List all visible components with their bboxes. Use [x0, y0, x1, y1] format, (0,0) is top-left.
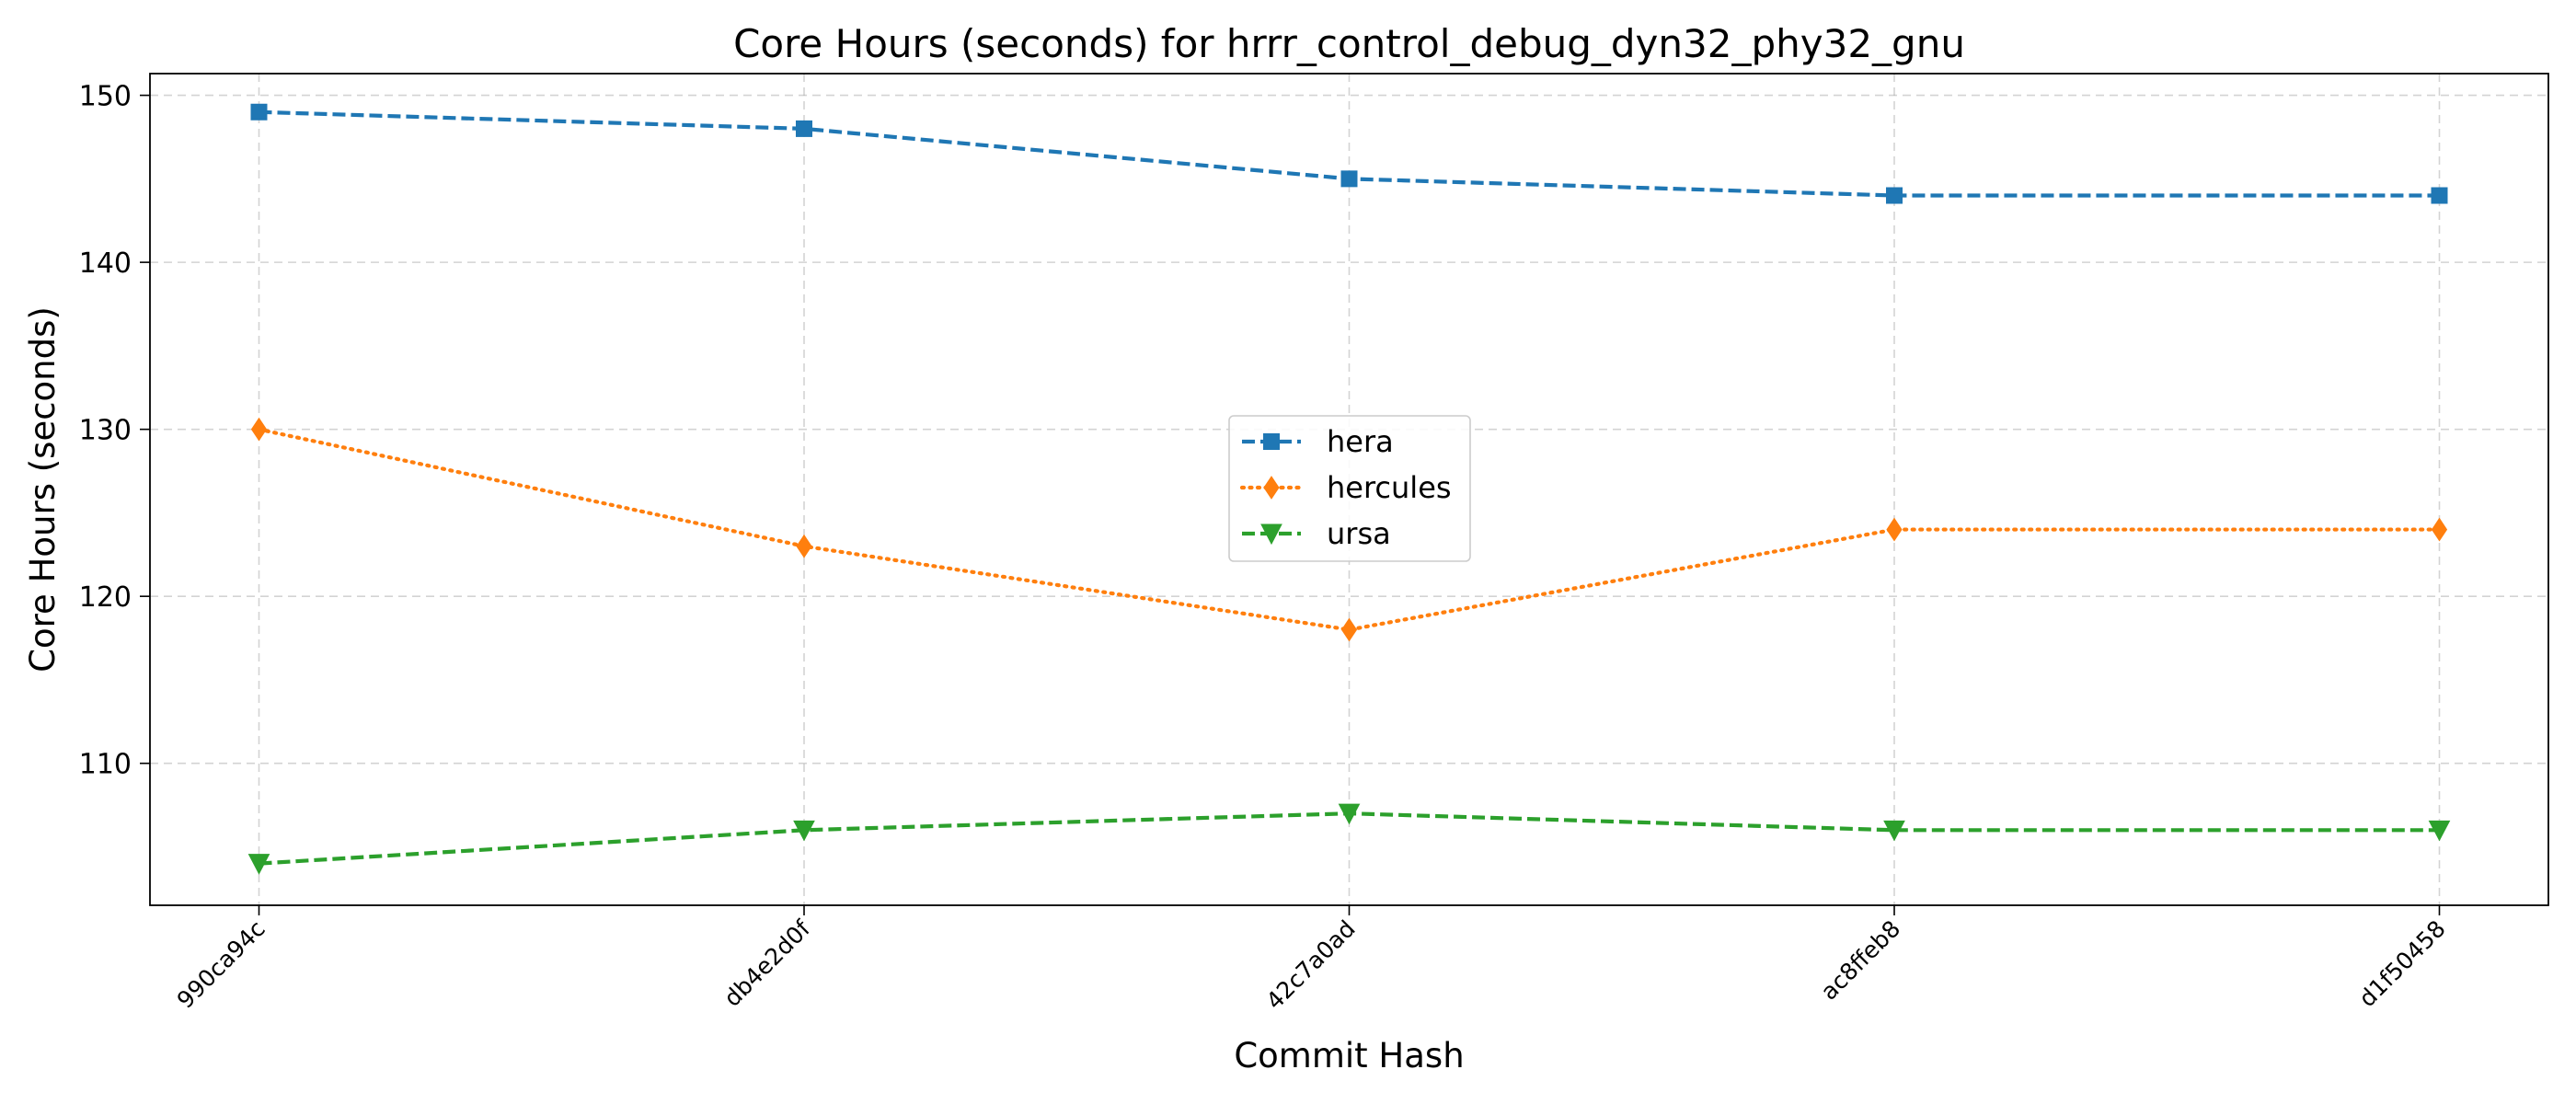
- data-point-marker: [1260, 523, 1282, 546]
- data-point-marker: [2431, 187, 2448, 204]
- data-point-marker: [2428, 820, 2451, 842]
- data-point-marker: [793, 820, 815, 842]
- data-point-marker: [2431, 517, 2448, 542]
- data-point-marker: [247, 854, 270, 875]
- legend-label: hercules: [1327, 470, 1452, 505]
- chart-title: Core Hours (seconds) for hrrr_control_de…: [733, 21, 1965, 66]
- data-point-marker: [1263, 433, 1280, 450]
- data-point-marker: [796, 534, 812, 558]
- series-ursa: [247, 803, 2451, 875]
- data-point-marker: [1886, 517, 1903, 542]
- y-tick-label: 150: [79, 81, 132, 113]
- legend-label: ursa: [1327, 516, 1391, 551]
- series-layer: [247, 103, 2451, 875]
- legend-label: hera: [1327, 424, 1394, 459]
- data-point-marker: [1886, 187, 1903, 204]
- data-point-marker: [250, 417, 268, 442]
- data-point-marker: [250, 103, 268, 121]
- data-point-marker: [796, 120, 812, 137]
- series-hera: [250, 103, 2448, 204]
- data-point-marker: [1340, 170, 1358, 188]
- data-point-marker: [1338, 803, 1361, 825]
- y-axis-title: Core Hours (seconds): [23, 306, 63, 673]
- data-point-marker: [1263, 476, 1280, 500]
- legend-item-hercules: hercules: [1239, 470, 1452, 505]
- data-point-marker: [1340, 617, 1358, 642]
- legend: hera hercules ursa: [1228, 415, 1471, 562]
- y-tick-label: 130: [79, 415, 132, 447]
- y-tick-label: 120: [79, 581, 132, 614]
- legend-item-ursa: ursa: [1242, 516, 1391, 551]
- legend-item-hera: hera: [1242, 424, 1394, 459]
- y-tick-label: 110: [79, 749, 132, 781]
- x-axis-title: Commit Hash: [1234, 1036, 1464, 1075]
- data-point-marker: [1883, 820, 1905, 842]
- series-hercules: [250, 417, 2448, 642]
- y-tick-label: 140: [79, 247, 132, 280]
- legend-box: [1228, 415, 1471, 562]
